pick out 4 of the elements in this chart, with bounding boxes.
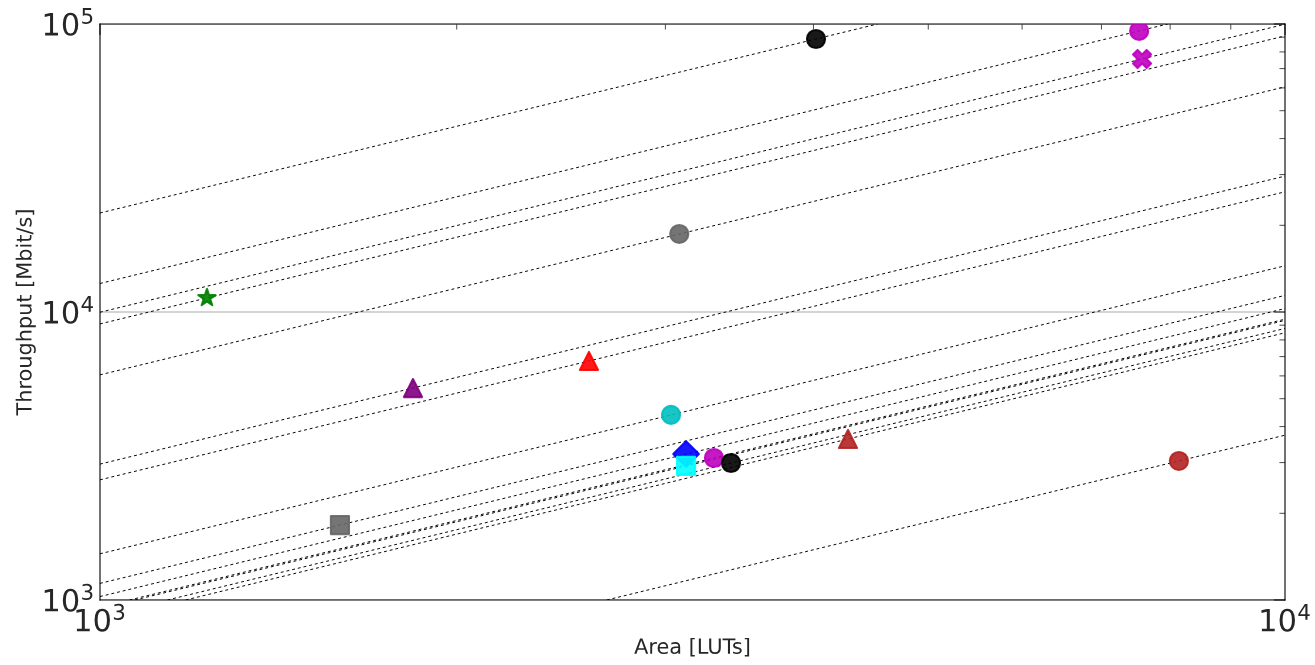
y-axis-title: Throughput [Mbit/s] [15,210,36,416]
y-tick-label: 10$^{4}$ [44,296,93,324]
y-tick-label: 10$^{5}$ [44,8,93,36]
x-axis-title: Area [LUTs] [634,637,750,657]
